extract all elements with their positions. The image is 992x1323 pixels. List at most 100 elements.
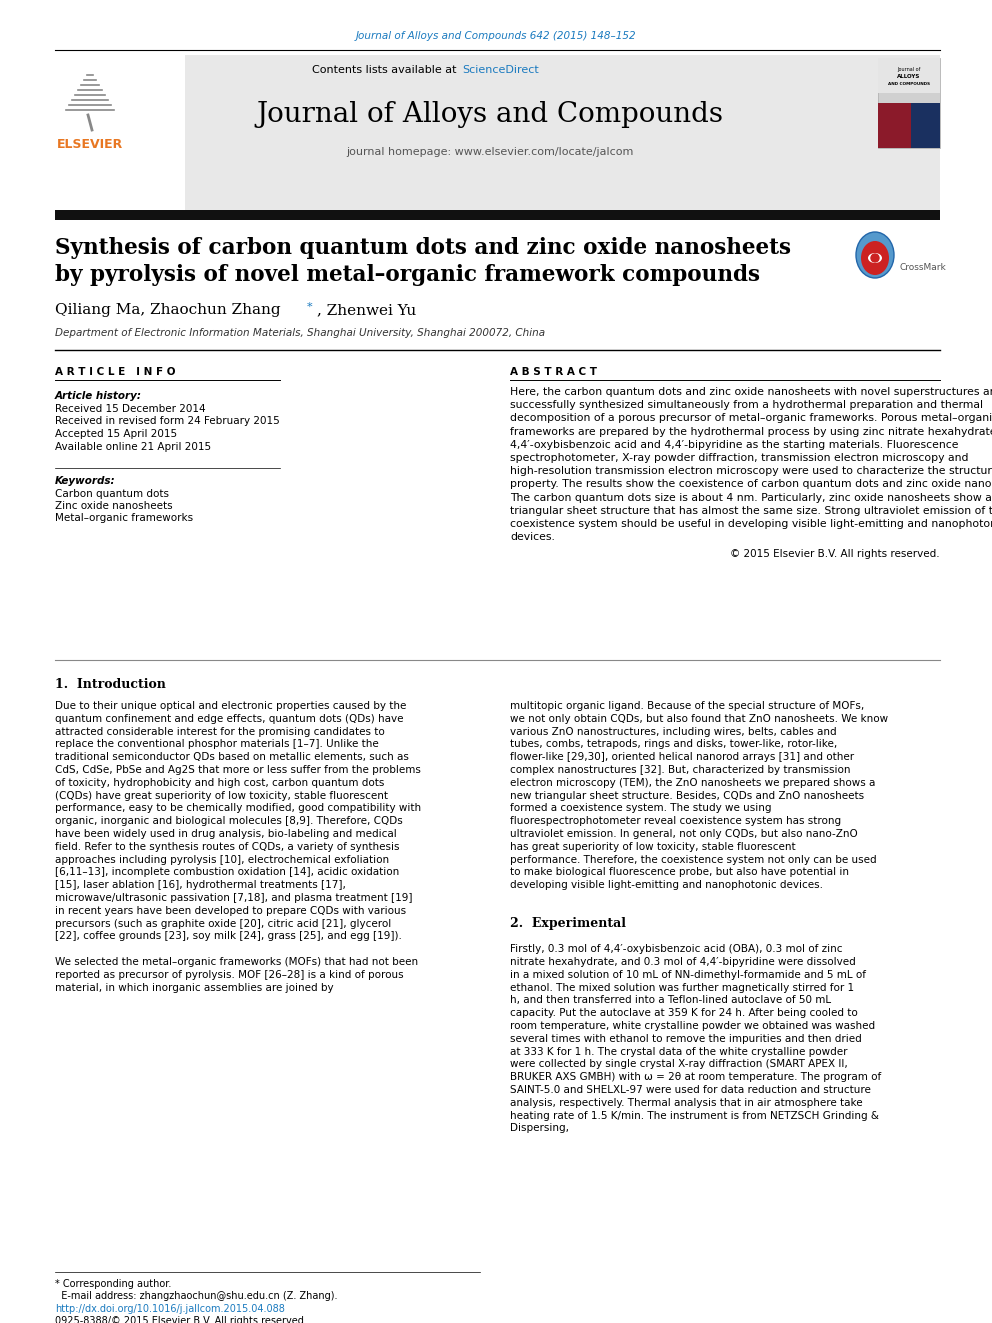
- Text: in a mixed solution of 10 mL of NN-dimethyl-formamide and 5 mL of: in a mixed solution of 10 mL of NN-dimet…: [510, 970, 866, 980]
- Text: Synthesis of carbon quantum dots and zinc oxide nanosheets: Synthesis of carbon quantum dots and zin…: [55, 237, 791, 259]
- Text: The carbon quantum dots size is about 4 nm. Particularly, zinc oxide nanosheets : The carbon quantum dots size is about 4 …: [510, 492, 992, 503]
- Text: decomposition of a porous precursor of metal–organic frameworks. Porous metal–or: decomposition of a porous precursor of m…: [510, 413, 992, 423]
- Text: BRUKER AXS GMBH) with ω = 2θ at room temperature. The program of: BRUKER AXS GMBH) with ω = 2θ at room tem…: [510, 1072, 881, 1082]
- Text: http://dx.doi.org/10.1016/j.jallcom.2015.04.088: http://dx.doi.org/10.1016/j.jallcom.2015…: [55, 1304, 285, 1314]
- Text: capacity. Put the autoclave at 359 K for 24 h. After being cooled to: capacity. Put the autoclave at 359 K for…: [510, 1008, 858, 1019]
- Text: reported as precursor of pyrolysis. MOF [26–28] is a kind of porous: reported as precursor of pyrolysis. MOF …: [55, 970, 404, 980]
- Text: SAINT-5.0 and SHELXL-97 were used for data reduction and structure: SAINT-5.0 and SHELXL-97 were used for da…: [510, 1085, 871, 1095]
- Text: various ZnO nanostructures, including wires, belts, cables and: various ZnO nanostructures, including wi…: [510, 726, 836, 737]
- Text: successfully synthesized simultaneously from a hydrothermal preparation and ther: successfully synthesized simultaneously …: [510, 400, 983, 410]
- Ellipse shape: [856, 232, 894, 278]
- Bar: [55, 210, 940, 220]
- Text: microwave/ultrasonic passivation [7,18], and plasma treatment [19]: microwave/ultrasonic passivation [7,18],…: [55, 893, 413, 904]
- Text: Here, the carbon quantum dots and zinc oxide nanosheets with novel superstructur: Here, the carbon quantum dots and zinc o…: [510, 388, 992, 397]
- Text: devices.: devices.: [510, 532, 555, 542]
- Bar: [878, 58, 940, 148]
- Text: CrossMark: CrossMark: [900, 262, 946, 271]
- Text: AND COMPOUNDS: AND COMPOUNDS: [888, 82, 930, 86]
- Text: we not only obtain CQDs, but also found that ZnO nanosheets. We know: we not only obtain CQDs, but also found …: [510, 714, 888, 724]
- Text: property. The results show the coexistence of carbon quantum dots and zinc oxide: property. The results show the coexisten…: [510, 479, 992, 490]
- Text: Available online 21 April 2015: Available online 21 April 2015: [55, 442, 211, 451]
- Text: have been widely used in drug analysis, bio-labeling and medical: have been widely used in drug analysis, …: [55, 830, 397, 839]
- Text: tubes, combs, tetrapods, rings and disks, tower-like, rotor-like,: tubes, combs, tetrapods, rings and disks…: [510, 740, 837, 749]
- Bar: [911, 103, 940, 148]
- Text: © 2015 Elsevier B.V. All rights reserved.: © 2015 Elsevier B.V. All rights reserved…: [730, 549, 940, 560]
- Text: [15], laser ablation [16], hydrothermal treatments [17],: [15], laser ablation [16], hydrothermal …: [55, 880, 346, 890]
- Text: several times with ethanol to remove the impurities and then dried: several times with ethanol to remove the…: [510, 1033, 862, 1044]
- Text: Department of Electronic Information Materials, Shanghai University, Shanghai 20: Department of Electronic Information Mat…: [55, 328, 546, 337]
- Text: Metal–organic frameworks: Metal–organic frameworks: [55, 513, 193, 523]
- Text: organic, inorganic and biological molecules [8,9]. Therefore, CQDs: organic, inorganic and biological molecu…: [55, 816, 403, 826]
- Text: heating rate of 1.5 K/min. The instrument is from NETZSCH Grinding &: heating rate of 1.5 K/min. The instrumen…: [510, 1110, 879, 1121]
- Text: Keywords:: Keywords:: [55, 476, 116, 486]
- Text: ethanol. The mixed solution was further magnetically stirred for 1: ethanol. The mixed solution was further …: [510, 983, 854, 992]
- Bar: [878, 58, 940, 93]
- Text: were collected by single crystal X-ray diffraction (SMART APEX II,: were collected by single crystal X-ray d…: [510, 1060, 848, 1069]
- Text: , Zhenwei Yu: , Zhenwei Yu: [317, 303, 417, 318]
- Text: 4,4′-oxybisbenzoic acid and 4,4′-bipyridine as the starting materials. Fluoresce: 4,4′-oxybisbenzoic acid and 4,4′-bipyrid…: [510, 439, 958, 450]
- Text: attracted considerable interest for the promising candidates to: attracted considerable interest for the …: [55, 726, 385, 737]
- Text: replace the conventional phosphor materials [1–7]. Unlike the: replace the conventional phosphor materi…: [55, 740, 379, 749]
- Text: nitrate hexahydrate, and 0.3 mol of 4,4′-bipyridine were dissolved: nitrate hexahydrate, and 0.3 mol of 4,4′…: [510, 957, 856, 967]
- Text: of toxicity, hydrophobicity and high cost, carbon quantum dots: of toxicity, hydrophobicity and high cos…: [55, 778, 384, 787]
- Text: analysis, respectively. Thermal analysis that in air atmosphere take: analysis, respectively. Thermal analysis…: [510, 1098, 863, 1107]
- Text: A R T I C L E   I N F O: A R T I C L E I N F O: [55, 366, 176, 377]
- Text: frameworks are prepared by the hydrothermal process by using zinc nitrate hexahy: frameworks are prepared by the hydrother…: [510, 426, 992, 437]
- Text: Due to their unique optical and electronic properties caused by the: Due to their unique optical and electron…: [55, 701, 407, 710]
- Text: formed a coexistence system. The study we using: formed a coexistence system. The study w…: [510, 803, 772, 814]
- Text: flower-like [29,30], oriented helical nanorod arrays [31] and other: flower-like [29,30], oriented helical na…: [510, 753, 854, 762]
- Bar: [55, 56, 940, 210]
- Text: 2.  Experimental: 2. Experimental: [510, 917, 626, 930]
- Text: complex nanostructures [32]. But, characterized by transmission: complex nanostructures [32]. But, charac…: [510, 765, 850, 775]
- Text: spectrophotometer, X-ray powder diffraction, transmission electron microscopy an: spectrophotometer, X-ray powder diffract…: [510, 452, 968, 463]
- Text: Contents lists available at: Contents lists available at: [312, 65, 460, 75]
- Text: precursors (such as graphite oxide [20], citric acid [21], glycerol: precursors (such as graphite oxide [20],…: [55, 918, 391, 929]
- Text: [6,11–13], incomplete combustion oxidation [14], acidic oxidation: [6,11–13], incomplete combustion oxidati…: [55, 868, 399, 877]
- Text: Journal of Alloys and Compounds 642 (2015) 148–152: Journal of Alloys and Compounds 642 (201…: [356, 30, 636, 41]
- Ellipse shape: [861, 241, 889, 275]
- Text: field. Refer to the synthesis routes of CQDs, a variety of synthesis: field. Refer to the synthesis routes of …: [55, 841, 400, 852]
- Text: developing visible light-emitting and nanophotonic devices.: developing visible light-emitting and na…: [510, 880, 823, 890]
- Text: room temperature, white crystalline powder we obtained was washed: room temperature, white crystalline powd…: [510, 1021, 875, 1031]
- Ellipse shape: [868, 253, 882, 263]
- Text: 1.  Introduction: 1. Introduction: [55, 677, 166, 691]
- Text: multitopic organic ligand. Because of the special structure of MOFs,: multitopic organic ligand. Because of th…: [510, 701, 864, 710]
- Text: (CQDs) have great superiority of low toxicity, stable fluorescent: (CQDs) have great superiority of low tox…: [55, 791, 388, 800]
- Text: Article history:: Article history:: [55, 392, 142, 401]
- Text: * Corresponding author.: * Corresponding author.: [55, 1279, 172, 1289]
- Text: Accepted 15 April 2015: Accepted 15 April 2015: [55, 429, 178, 439]
- Text: Firstly, 0.3 mol of 4,4′-oxybisbenzoic acid (OBA), 0.3 mol of zinc: Firstly, 0.3 mol of 4,4′-oxybisbenzoic a…: [510, 945, 842, 954]
- Text: E-mail address: zhangzhaochun@shu.edu.cn (Z. Zhang).: E-mail address: zhangzhaochun@shu.edu.cn…: [55, 1291, 337, 1301]
- Text: material, in which inorganic assemblies are joined by: material, in which inorganic assemblies …: [55, 983, 333, 992]
- Text: has great superiority of low toxicity, stable fluorescent: has great superiority of low toxicity, s…: [510, 841, 796, 852]
- Text: electron microscopy (TEM), the ZnO nanosheets we prepared shows a: electron microscopy (TEM), the ZnO nanos…: [510, 778, 875, 787]
- Circle shape: [871, 254, 879, 262]
- Text: CdS, CdSe, PbSe and Ag2S that more or less suffer from the problems: CdS, CdSe, PbSe and Ag2S that more or le…: [55, 765, 421, 775]
- Text: h, and then transferred into a Teflon-lined autoclave of 50 mL: h, and then transferred into a Teflon-li…: [510, 995, 831, 1005]
- Text: ScienceDirect: ScienceDirect: [462, 65, 539, 75]
- Bar: [55, 56, 185, 210]
- Text: Carbon quantum dots: Carbon quantum dots: [55, 490, 169, 499]
- Text: fluorespectrophotometer reveal coexistence system has strong: fluorespectrophotometer reveal coexisten…: [510, 816, 841, 826]
- Bar: [878, 103, 911, 148]
- Text: Journal of Alloys and Compounds: Journal of Alloys and Compounds: [257, 102, 723, 128]
- Text: *: *: [307, 302, 312, 312]
- Text: ALLOYS: ALLOYS: [898, 74, 921, 79]
- Text: traditional semiconductor QDs based on metallic elements, such as: traditional semiconductor QDs based on m…: [55, 753, 409, 762]
- Text: ultraviolet emission. In general, not only CQDs, but also nano-ZnO: ultraviolet emission. In general, not on…: [510, 830, 858, 839]
- Text: in recent years have been developed to prepare CQDs with various: in recent years have been developed to p…: [55, 906, 406, 916]
- Text: journal homepage: www.elsevier.com/locate/jalcom: journal homepage: www.elsevier.com/locat…: [346, 147, 634, 157]
- Text: Dispersing,: Dispersing,: [510, 1123, 569, 1134]
- Text: approaches including pyrolysis [10], electrochemical exfoliation: approaches including pyrolysis [10], ele…: [55, 855, 389, 865]
- Text: new triangular sheet structure. Besides, CQDs and ZnO nanosheets: new triangular sheet structure. Besides,…: [510, 791, 864, 800]
- Text: ELSEVIER: ELSEVIER: [57, 139, 123, 152]
- Text: Qiliang Ma, Zhaochun Zhang: Qiliang Ma, Zhaochun Zhang: [55, 303, 281, 318]
- Text: Received in revised form 24 February 2015: Received in revised form 24 February 201…: [55, 417, 280, 426]
- Text: We selected the metal–organic frameworks (MOFs) that had not been: We selected the metal–organic frameworks…: [55, 957, 418, 967]
- Text: Journal of: Journal of: [898, 67, 921, 73]
- Text: Zinc oxide nanosheets: Zinc oxide nanosheets: [55, 501, 173, 511]
- Text: to make biological fluorescence probe, but also have potential in: to make biological fluorescence probe, b…: [510, 868, 849, 877]
- Text: [22], coffee grounds [23], soy milk [24], grass [25], and egg [19]).: [22], coffee grounds [23], soy milk [24]…: [55, 931, 402, 942]
- Text: performance, easy to be chemically modified, good compatibility with: performance, easy to be chemically modif…: [55, 803, 422, 814]
- Text: coexistence system should be useful in developing visible light-emitting and nan: coexistence system should be useful in d…: [510, 519, 992, 529]
